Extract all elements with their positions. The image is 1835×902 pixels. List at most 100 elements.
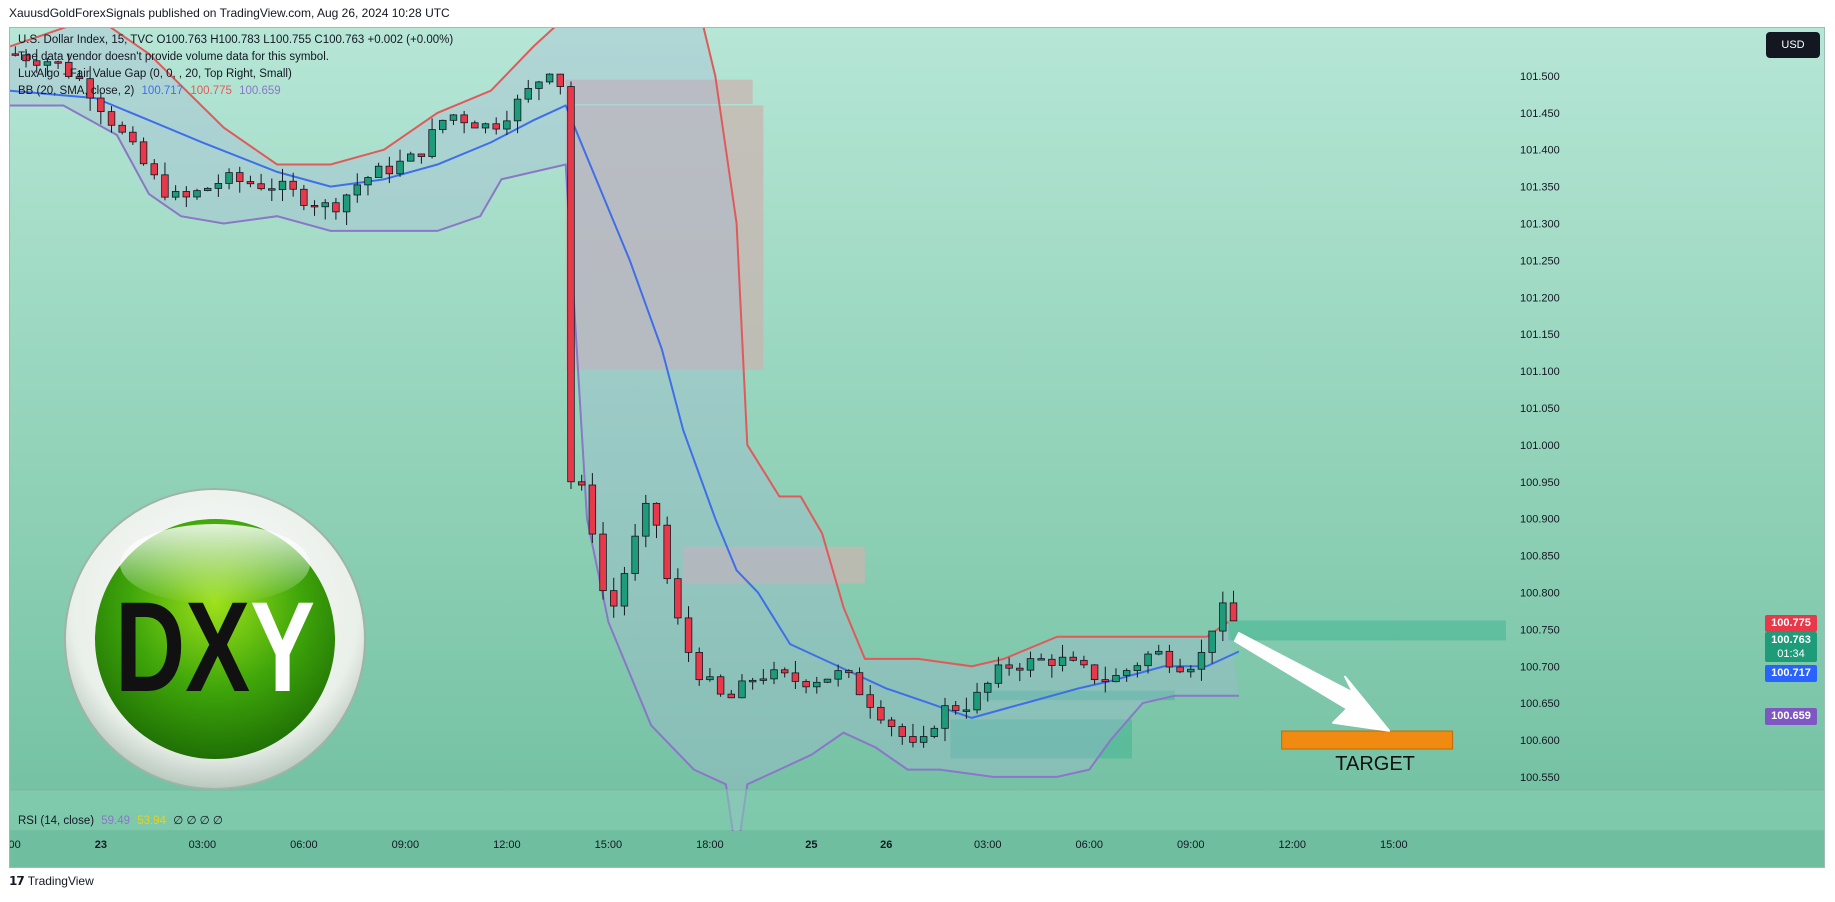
candle-body bbox=[214, 183, 223, 189]
bb-upper-value: 100.775 bbox=[190, 85, 232, 97]
candle-body bbox=[1187, 668, 1195, 673]
candle-body bbox=[674, 578, 682, 619]
bb-lower-line bbox=[10, 104, 1239, 859]
candle bbox=[748, 677, 757, 690]
candle bbox=[396, 149, 404, 177]
candle bbox=[738, 674, 746, 699]
target-label: TARGET bbox=[1335, 753, 1415, 775]
candle-body bbox=[385, 165, 394, 175]
candle-body bbox=[1112, 675, 1120, 683]
candle-body bbox=[919, 736, 928, 743]
logo-text: DXY bbox=[115, 576, 315, 719]
candle-body bbox=[930, 727, 939, 737]
candle bbox=[225, 168, 233, 190]
candle-body bbox=[898, 726, 906, 737]
candle-body bbox=[866, 694, 874, 708]
footer-brand[interactable]: TradingView bbox=[27, 874, 94, 888]
candle bbox=[898, 723, 906, 745]
candle bbox=[791, 661, 800, 689]
candle bbox=[984, 681, 992, 702]
candle bbox=[727, 689, 735, 699]
candle bbox=[139, 137, 148, 166]
price-tick-label: 101.050 bbox=[1520, 403, 1560, 415]
candle-body bbox=[567, 86, 575, 483]
price-tick-label: 101.500 bbox=[1520, 71, 1560, 83]
candle-body bbox=[460, 114, 468, 124]
candle-body bbox=[364, 177, 372, 186]
candle bbox=[97, 92, 105, 125]
candle-body bbox=[781, 669, 789, 674]
candle-body bbox=[1144, 653, 1152, 667]
candle-body bbox=[642, 502, 650, 537]
candle-body bbox=[535, 81, 543, 89]
bb-indicator-line[interactable]: BB (20, SMA, close, 2) 100.717 100.775 1… bbox=[18, 83, 453, 100]
candle-body bbox=[1005, 664, 1013, 669]
price-tick-label: 101.150 bbox=[1520, 329, 1560, 341]
candle bbox=[86, 66, 94, 111]
symbol-line[interactable]: U.S. Dollar Index, 15, TVC O100.763 H100… bbox=[18, 34, 454, 46]
candle-body bbox=[182, 191, 191, 198]
time-tick-label: 0:00 bbox=[10, 839, 21, 851]
candle bbox=[171, 185, 180, 201]
candle-body bbox=[1058, 656, 1067, 666]
currency-button[interactable]: USD bbox=[1766, 32, 1820, 58]
candle-body bbox=[97, 97, 105, 113]
time-tick-label: 09:00 bbox=[1177, 839, 1205, 851]
candle bbox=[203, 187, 212, 192]
candle bbox=[161, 162, 169, 201]
candle bbox=[385, 156, 394, 184]
candle bbox=[364, 175, 372, 196]
candle bbox=[513, 94, 522, 134]
candle bbox=[1176, 658, 1184, 674]
candle bbox=[1090, 664, 1099, 685]
candle bbox=[118, 121, 126, 135]
candle-body bbox=[43, 61, 52, 66]
rsi-legend[interactable]: RSI (14, close) 59.49 53.94 ∅ ∅ ∅ ∅ bbox=[18, 813, 223, 827]
price-tick-label: 100.900 bbox=[1520, 514, 1560, 526]
time-tick-label: 15:00 bbox=[1380, 839, 1408, 851]
candle bbox=[1026, 651, 1035, 678]
candle bbox=[556, 73, 565, 95]
candle bbox=[1005, 657, 1013, 676]
candle-body bbox=[727, 693, 735, 699]
bar-countdown: 01:34 bbox=[1777, 648, 1805, 660]
candle-body bbox=[321, 202, 329, 208]
candle-body bbox=[107, 111, 116, 126]
bb-basis-value: 100.717 bbox=[141, 85, 184, 97]
candle-body bbox=[663, 524, 671, 580]
candle-body bbox=[599, 533, 607, 592]
candle bbox=[246, 175, 255, 188]
candle-body bbox=[802, 681, 810, 688]
candle-body bbox=[716, 676, 725, 695]
candle bbox=[1080, 655, 1088, 669]
candle-body bbox=[65, 61, 73, 77]
price-chart[interactable]: TARGET 101.500 101.450 101.400 101.350 101.3… bbox=[10, 28, 1825, 868]
candle bbox=[268, 178, 276, 202]
candle bbox=[1197, 639, 1206, 681]
candle bbox=[941, 697, 949, 742]
candle bbox=[759, 669, 768, 685]
candle-body bbox=[417, 153, 426, 157]
candle-body bbox=[738, 680, 746, 699]
publish-header-text: XauusdGoldForexSignals published on Trad… bbox=[9, 6, 450, 20]
candle bbox=[716, 674, 725, 697]
candle bbox=[535, 80, 543, 101]
candle-body bbox=[1090, 664, 1099, 681]
candle bbox=[65, 53, 73, 79]
target-annotation: TARGET bbox=[1233, 632, 1454, 775]
candle-body bbox=[588, 484, 597, 535]
candle bbox=[11, 46, 20, 57]
time-tick-label: 09:00 bbox=[392, 839, 420, 851]
rsi-value-1: 59.49 bbox=[101, 815, 131, 827]
time-tick-label: 25 bbox=[805, 839, 817, 851]
candle-body bbox=[1176, 666, 1184, 673]
candle bbox=[1058, 644, 1067, 672]
rsi-value-2: 53.94 bbox=[137, 815, 167, 827]
fvg-indicator-line[interactable]: LuxAlgo - Fair Value Gap (0, 0, , 20, To… bbox=[18, 68, 292, 80]
candle bbox=[407, 151, 415, 162]
candle-body bbox=[439, 119, 447, 131]
chart-area[interactable]: TARGET 101.500 101.450 101.400 101.350 101.3… bbox=[9, 27, 1825, 868]
candle bbox=[599, 522, 607, 600]
candle bbox=[1069, 651, 1077, 662]
rsi-name: RSI (14, close) bbox=[18, 815, 95, 827]
